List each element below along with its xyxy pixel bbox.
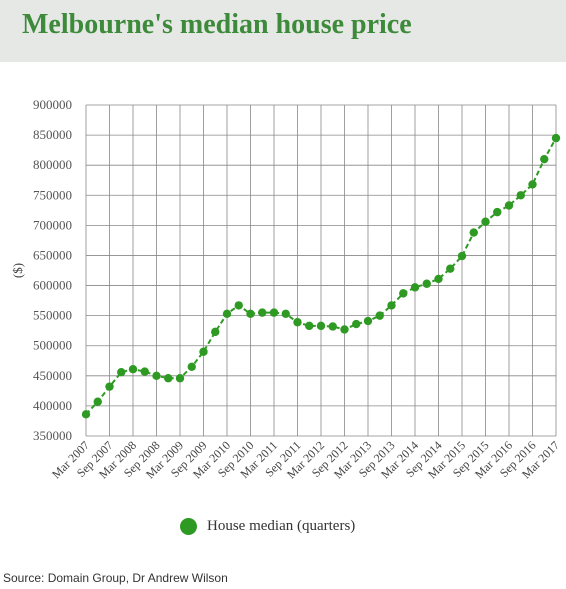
data-point (105, 382, 114, 391)
data-point (316, 321, 326, 331)
data-point (140, 367, 149, 376)
data-point (211, 327, 220, 337)
data-point (81, 410, 91, 419)
data-point (222, 309, 232, 319)
data-point (93, 397, 102, 406)
title-banner: Melbourne's median house price (0, 0, 566, 62)
grid (85, 104, 557, 437)
data-point (305, 321, 314, 331)
line-chart: 350000 400000 450000 500000 550000 600000 6500… (10, 97, 562, 481)
data-point (434, 274, 443, 284)
data-point (387, 301, 396, 310)
data-point (117, 368, 126, 377)
data-point (516, 191, 525, 200)
data-point (164, 374, 173, 383)
data-point (540, 154, 549, 164)
chart-title: Melbourne's median house price (22, 9, 412, 40)
data-point (551, 133, 561, 143)
y-tick-label: 800000 (33, 157, 72, 172)
legend-label: House median (quarters) (207, 517, 356, 534)
data-point (340, 325, 349, 334)
data-point (128, 364, 138, 374)
data-point (422, 279, 431, 288)
data-point (175, 374, 185, 383)
y-tick-label: 450000 (33, 368, 72, 383)
data-point (375, 311, 384, 320)
y-tick-label: 550000 (33, 308, 72, 323)
y-axis-label: ($) (10, 263, 25, 278)
data-point (504, 201, 514, 210)
data-point (258, 308, 267, 317)
y-tick-label: 850000 (33, 127, 72, 142)
y-tick-label: 650000 (33, 247, 72, 262)
legend: House median (quarters) (180, 515, 355, 537)
data-point (152, 371, 161, 381)
y-tick-label: 350000 (33, 428, 72, 443)
data-point (187, 362, 196, 371)
data-point (457, 251, 467, 261)
y-tick-label: 900000 (33, 97, 72, 112)
data-point (410, 283, 420, 292)
data-point (281, 309, 290, 319)
data-point (293, 318, 302, 327)
y-tick-label: 700000 (33, 217, 72, 232)
data-point (234, 301, 243, 310)
legend-marker (180, 517, 197, 535)
data-point (328, 322, 337, 331)
data-point (363, 316, 373, 326)
y-tick-label: 750000 (33, 187, 72, 202)
data-point (469, 228, 478, 237)
y-tick-label: 600000 (33, 278, 72, 293)
y-tick-label: 400000 (33, 398, 72, 413)
y-axis-ticks: 350000 400000 450000 500000 550000 600000 6500… (33, 97, 72, 443)
data-point (246, 309, 255, 319)
data-point (199, 347, 208, 356)
source-note: Source: Domain Group, Dr Andrew Wilson (3, 571, 228, 585)
series-house-median (81, 133, 561, 419)
data-point (446, 264, 455, 273)
data-point (399, 289, 408, 298)
data-point (269, 308, 279, 317)
y-tick-label: 500000 (33, 338, 72, 353)
data-point (352, 319, 361, 329)
data-point (528, 180, 537, 189)
data-point (493, 207, 502, 217)
data-point (481, 217, 490, 226)
